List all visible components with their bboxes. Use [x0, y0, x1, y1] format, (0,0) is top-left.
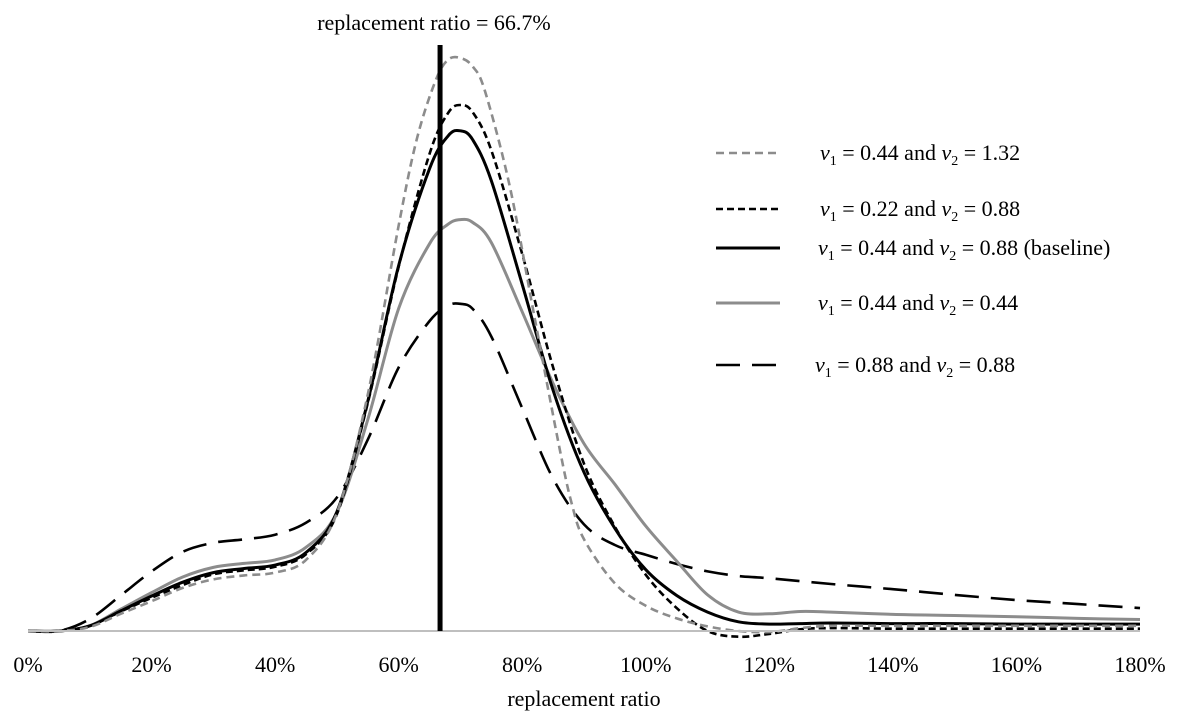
x-tick-label: 120%: [744, 652, 795, 677]
x-tick-labels: 0% 20% 40% 60% 80% 100% 120% 140% 160% 180%: [13, 652, 1165, 677]
x-tick-label: 20%: [131, 652, 171, 677]
x-tick-label: 100%: [620, 652, 671, 677]
x-tick-label: 140%: [867, 652, 918, 677]
x-tick-label: 60%: [379, 652, 419, 677]
legend: v1 = 0.44 and v2 = 1.32 v1 = 0.22 and v2 …: [716, 140, 1110, 381]
x-tick-label: 80%: [502, 652, 542, 677]
legend-label-s2: v1 = 0.22 and v2 = 0.88: [820, 196, 1020, 225]
x-tick-label: 0%: [13, 652, 42, 677]
x-tick-label: 40%: [255, 652, 295, 677]
reference-line-label: replacement ratio = 66.7%: [317, 10, 551, 35]
x-tick-label: 180%: [1114, 652, 1165, 677]
series-line-s4: [27, 217, 1141, 633]
legend-label-s4: v1 = 0.44 and v2 = 0.44: [818, 290, 1018, 319]
series-lines: [27, 55, 1141, 639]
legend-label-s5: v1 = 0.88 and v2 = 0.88: [815, 352, 1015, 381]
series-line-s5: [27, 302, 1141, 634]
x-axis-title: replacement ratio: [507, 686, 660, 711]
series-line-s2: [27, 103, 1140, 639]
x-tick-label: 160%: [991, 652, 1042, 677]
series-line-s1: [27, 55, 1140, 634]
legend-label-s3: v1 = 0.44 and v2 = 0.88 (baseline): [818, 235, 1110, 264]
series-line-s3: [27, 128, 1140, 633]
legend-label-s1: v1 = 0.44 and v2 = 1.32: [820, 140, 1020, 169]
